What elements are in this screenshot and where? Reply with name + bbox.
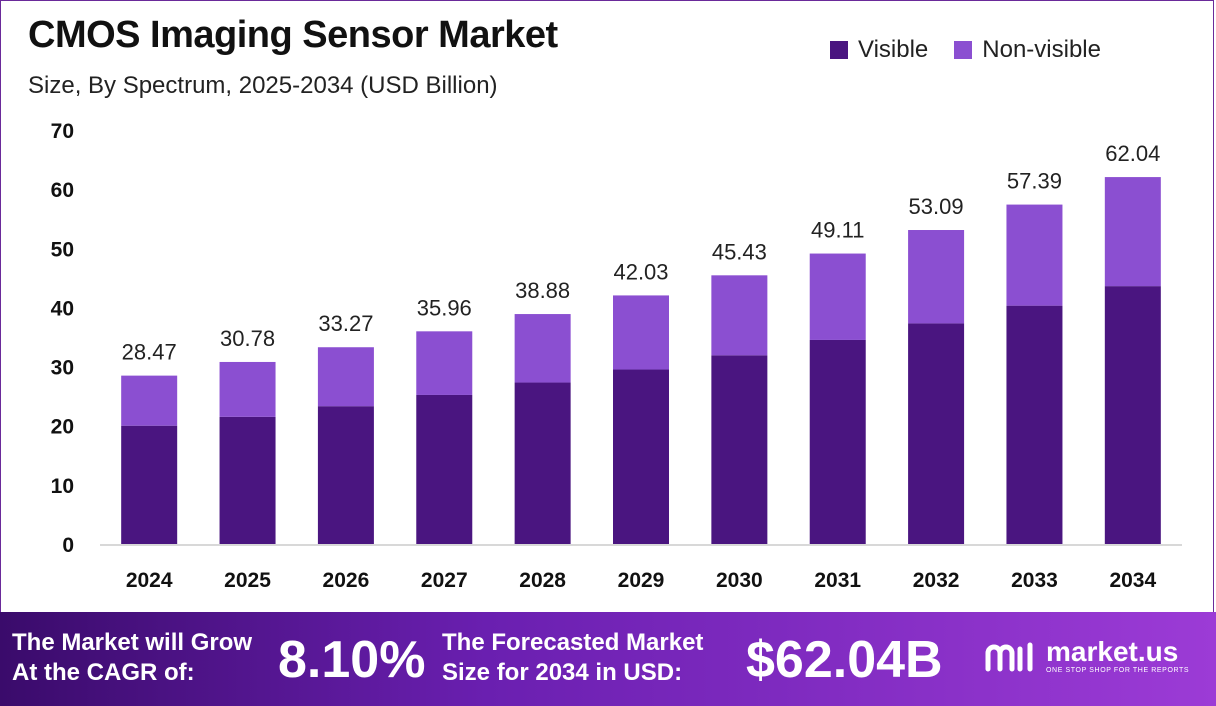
y-tick-label: 10 bbox=[51, 475, 74, 498]
bar-visible-2033 bbox=[1006, 305, 1063, 544]
footer-banner: The Market will Grow At the CAGR of: 8.1… bbox=[0, 612, 1216, 706]
legend: Visible Non-visible bbox=[830, 36, 1101, 64]
cagr-caption-line1: The Market will Grow bbox=[12, 629, 253, 656]
data-label-2026: 33.27 bbox=[318, 311, 373, 336]
data-label-2025: 30.78 bbox=[220, 326, 275, 351]
bar-non-visible-2029 bbox=[613, 295, 669, 370]
legend-item-visible: Visible bbox=[830, 36, 928, 64]
bar-non-visible-2027 bbox=[416, 331, 473, 395]
data-label-2034: 62.04 bbox=[1105, 141, 1160, 166]
data-label-2024: 28.47 bbox=[122, 340, 177, 365]
data-label-2028: 38.88 bbox=[515, 278, 570, 303]
bar-visible-2027 bbox=[416, 394, 473, 544]
x-tick-label: 2026 bbox=[323, 569, 370, 592]
bar-non-visible-2032 bbox=[908, 230, 965, 324]
x-tick-label: 2033 bbox=[1011, 569, 1058, 592]
bar-non-visible-2031 bbox=[809, 253, 866, 340]
bar-visible-2026 bbox=[317, 406, 374, 544]
y-tick-label: 40 bbox=[51, 297, 74, 320]
bar-non-visible-2033 bbox=[1006, 204, 1063, 306]
data-label-2027: 35.96 bbox=[417, 295, 472, 320]
bar-visible-2030 bbox=[711, 355, 768, 544]
bar-non-visible-2034 bbox=[1104, 177, 1161, 287]
x-tick-label: 2025 bbox=[224, 569, 271, 592]
legend-item-non-visible: Non-visible bbox=[954, 36, 1101, 64]
x-tick-label: 2027 bbox=[421, 569, 468, 592]
data-label-2031: 49.11 bbox=[811, 218, 864, 243]
data-label-2032: 53.09 bbox=[909, 194, 964, 219]
x-tick-label: 2031 bbox=[814, 569, 861, 592]
bar-non-visible-2028 bbox=[514, 314, 571, 383]
bar-visible-2024 bbox=[121, 425, 178, 544]
legend-label-visible: Visible bbox=[858, 36, 929, 63]
legend-swatch-non-visible bbox=[954, 41, 973, 59]
bar-visible-2031 bbox=[809, 339, 866, 544]
y-tick-label: 30 bbox=[51, 357, 74, 380]
x-tick-label: 2032 bbox=[913, 569, 960, 592]
data-label-2033: 57.39 bbox=[1007, 169, 1062, 194]
data-label-2029: 42.03 bbox=[613, 259, 668, 284]
bar-chart: 01020304050607028.47202430.78202533.2720… bbox=[51, 120, 1182, 592]
y-tick-label: 50 bbox=[51, 238, 74, 261]
forecast-caption-line2: Size for 2034 in USD: bbox=[442, 659, 683, 686]
y-tick-label: 60 bbox=[51, 179, 74, 202]
x-tick-label: 2029 bbox=[618, 569, 665, 592]
legend-swatch-visible bbox=[830, 41, 848, 59]
bar-visible-2032 bbox=[908, 323, 965, 544]
brand-tagline: ONE STOP SHOP FOR THE REPORTS bbox=[1046, 667, 1190, 674]
x-tick-label: 2034 bbox=[1109, 569, 1156, 592]
cagr-caption-line2: At the CAGR of: bbox=[12, 659, 195, 686]
bar-non-visible-2025 bbox=[219, 361, 276, 417]
x-tick-label: 2024 bbox=[126, 569, 173, 592]
chart-subtitle: Size, By Spectrum, 2025-2034 (USD Billio… bbox=[28, 72, 498, 99]
forecast-caption: The Forecasted Market Size for 2034 in U… bbox=[442, 628, 703, 688]
forecast-caption-line1: The Forecasted Market bbox=[442, 629, 704, 656]
y-tick-label: 20 bbox=[51, 416, 74, 439]
data-label-2030: 45.43 bbox=[712, 239, 767, 264]
forecast-value: $62.04B bbox=[746, 631, 943, 689]
brand-name: market.us bbox=[1046, 636, 1179, 667]
cagr-caption: The Market will Grow At the CAGR of: bbox=[12, 628, 252, 688]
y-tick-label: 70 bbox=[51, 120, 74, 143]
bar-visible-2034 bbox=[1104, 286, 1161, 544]
bar-visible-2029 bbox=[613, 369, 669, 544]
chart-title: CMOS Imaging Sensor Market bbox=[28, 14, 558, 56]
cagr-value: 8.10% bbox=[278, 631, 426, 689]
bar-visible-2028 bbox=[514, 382, 571, 544]
bar-non-visible-2024 bbox=[121, 375, 178, 426]
legend-label-non-visible: Non-visible bbox=[982, 36, 1101, 63]
bar-visible-2025 bbox=[219, 416, 276, 544]
y-tick-label: 0 bbox=[62, 534, 74, 557]
brand-logo-icon bbox=[985, 642, 1033, 672]
x-tick-label: 2028 bbox=[519, 569, 566, 592]
bar-non-visible-2030 bbox=[711, 275, 768, 356]
x-tick-label: 2030 bbox=[716, 569, 763, 592]
brand-logo: market.us ONE STOP SHOP FOR THE REPORTS bbox=[984, 638, 1189, 676]
bar-non-visible-2026 bbox=[317, 347, 374, 407]
